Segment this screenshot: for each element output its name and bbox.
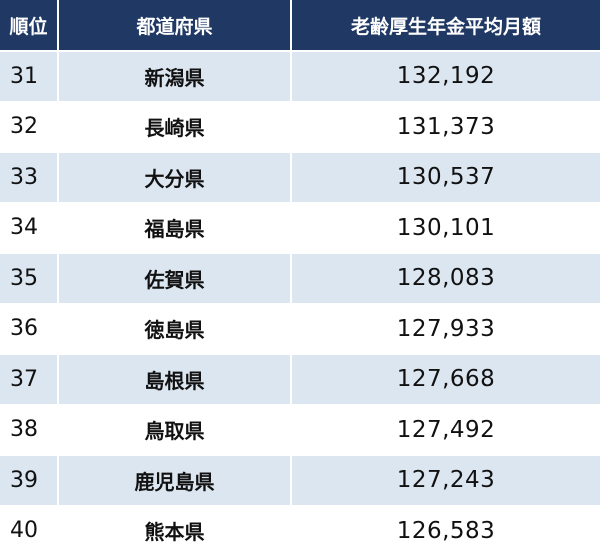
prefecture-cell: 福島県 <box>59 203 290 252</box>
rank-cell: 39 <box>0 456 57 505</box>
amount-cell: 127,492 <box>292 405 600 454</box>
rank-cell: 38 <box>0 405 57 454</box>
amount-cell: 128,083 <box>292 254 600 303</box>
rank-cell: 40 <box>0 506 57 555</box>
header-cell: 順位 <box>0 0 57 50</box>
amount-cell: 127,933 <box>292 304 600 353</box>
rank-cell: 32 <box>0 102 57 151</box>
prefecture-cell: 徳島県 <box>59 304 290 353</box>
prefecture-cell: 熊本県 <box>59 506 290 555</box>
amount-cell: 127,668 <box>292 355 600 404</box>
amount-cell: 130,537 <box>292 153 600 202</box>
rank-cell: 35 <box>0 254 57 303</box>
amount-cell: 132,192 <box>292 52 600 101</box>
amount-cell: 127,243 <box>292 456 600 505</box>
amount-cell: 126,583 <box>292 506 600 555</box>
rank-cell: 36 <box>0 304 57 353</box>
prefecture-cell: 鳥取県 <box>59 405 290 454</box>
rank-cell: 33 <box>0 153 57 202</box>
prefecture-cell: 鹿児島県 <box>59 456 290 505</box>
prefecture-cell: 新潟県 <box>59 52 290 101</box>
header-cell: 都道府県 <box>59 0 290 50</box>
prefecture-cell: 佐賀県 <box>59 254 290 303</box>
header-cell: 老齢厚生年金平均月額 <box>292 0 600 50</box>
prefecture-cell: 島根県 <box>59 355 290 404</box>
rank-cell: 34 <box>0 203 57 252</box>
amount-cell: 130,101 <box>292 203 600 252</box>
prefecture-cell: 長崎県 <box>59 102 290 151</box>
rank-cell: 37 <box>0 355 57 404</box>
amount-cell: 131,373 <box>292 102 600 151</box>
rank-cell: 31 <box>0 52 57 101</box>
prefecture-cell: 大分県 <box>59 153 290 202</box>
